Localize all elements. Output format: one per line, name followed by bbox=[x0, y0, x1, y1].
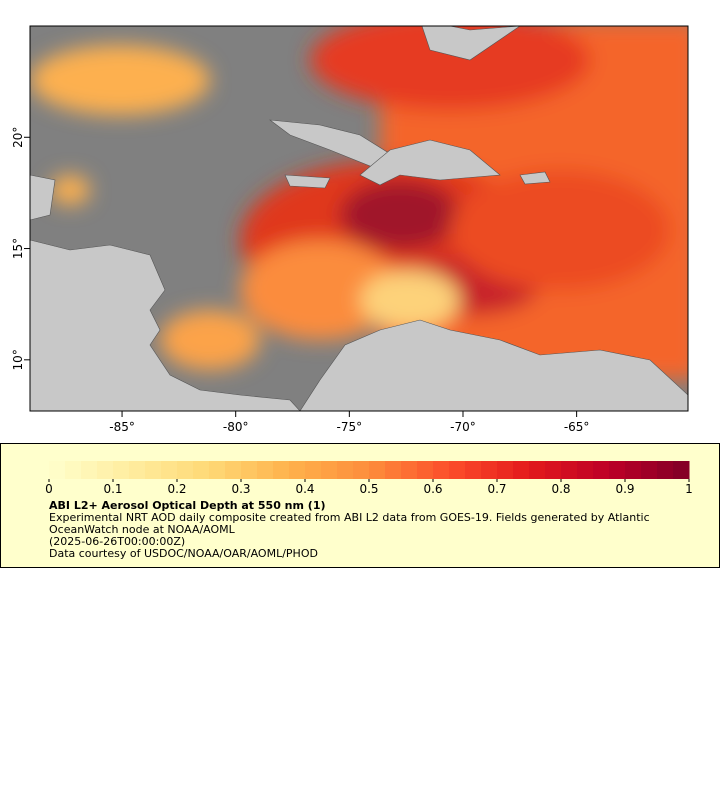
colorbar-cell bbox=[273, 461, 290, 479]
y-tick-label: 10° bbox=[11, 349, 25, 370]
colorbar-cell bbox=[433, 461, 450, 479]
map-raster bbox=[30, 26, 688, 411]
y-tick-label: 15° bbox=[11, 238, 25, 259]
legend: 0 0.1 0.2 0.3 0.4 0.5 0.6 0.7 0.8 0.9 1 ABI L2+ Ae… bbox=[0, 443, 720, 568]
colorbar-cell bbox=[577, 461, 594, 479]
colorbar-cell bbox=[545, 461, 562, 479]
colorbar-cell bbox=[289, 461, 306, 479]
colorbar-cell bbox=[225, 461, 242, 479]
colorbar-tick-label: 0.1 bbox=[103, 482, 122, 496]
colorbar-cell bbox=[161, 461, 178, 479]
colorbar-tick-label: 0.2 bbox=[167, 482, 186, 496]
x-tick-label: -80° bbox=[223, 420, 249, 434]
colorbar-tick-label: 0.5 bbox=[359, 482, 378, 496]
colorbar-cell bbox=[641, 461, 658, 479]
colorbar-cell bbox=[561, 461, 578, 479]
colorbar-cell bbox=[529, 461, 546, 479]
colorbar: 0 0.1 0.2 0.3 0.4 0.5 0.6 0.7 0.8 0.9 1 bbox=[45, 461, 693, 496]
y-tick-label: 20° bbox=[11, 127, 25, 148]
colorbar-tick-label: 0.9 bbox=[615, 482, 634, 496]
colorbar-tick-label: 0.6 bbox=[423, 482, 442, 496]
legend-credit: Data courtesy of USDOC/NOAA/OAR/AOML/PHO… bbox=[49, 547, 318, 560]
colorbar-cell bbox=[609, 461, 626, 479]
colorbar-cell bbox=[657, 461, 674, 479]
colorbar-cell bbox=[465, 461, 482, 479]
map-figure: -85° -80° -75° -70° -65° 10° 15° 20° bbox=[11, 25, 689, 434]
colorbar-cell bbox=[129, 461, 146, 479]
colorbar-cell bbox=[673, 461, 690, 479]
colorbar-cell bbox=[401, 461, 418, 479]
colorbar-tick-label: 0.4 bbox=[295, 482, 314, 496]
colorbar-tick-label: 0.3 bbox=[231, 482, 250, 496]
legend-title: ABI L2+ Aerosol Optical Depth at 550 nm … bbox=[49, 499, 326, 512]
colorbar-cell bbox=[177, 461, 194, 479]
colorbar-tick-label: 0 bbox=[45, 482, 53, 496]
colorbar-cell bbox=[97, 461, 114, 479]
x-tick-label: -85° bbox=[109, 420, 135, 434]
colorbar-cell bbox=[337, 461, 354, 479]
colorbar-cell bbox=[193, 461, 210, 479]
colorbar-cell bbox=[81, 461, 98, 479]
colorbar-cell bbox=[625, 461, 642, 479]
colorbar-tick-label: 0.8 bbox=[551, 482, 570, 496]
colorbar-cell bbox=[449, 461, 466, 479]
colorbar-cell bbox=[49, 461, 66, 479]
x-tick-label: -65° bbox=[564, 420, 590, 434]
legend-text: ABI L2+ Aerosol Optical Depth at 550 nm … bbox=[49, 500, 689, 560]
legend-time: (2025-06-26T00:00:00Z) bbox=[49, 535, 186, 548]
colorbar-cell bbox=[369, 461, 386, 479]
colorbar-cell bbox=[385, 461, 402, 479]
colorbar-tick-label: 0.7 bbox=[487, 482, 506, 496]
colorbar-cell bbox=[497, 461, 514, 479]
colorbar-cell bbox=[417, 461, 434, 479]
legend-description: Experimental NRT AOD daily composite cre… bbox=[49, 511, 650, 536]
colorbar-cell bbox=[513, 461, 530, 479]
colorbar-cell bbox=[353, 461, 370, 479]
colorbar-cell bbox=[209, 461, 226, 479]
colorbar-cell bbox=[257, 461, 274, 479]
colorbar-tick-label: 1 bbox=[685, 482, 693, 496]
x-tick-label: -75° bbox=[337, 420, 363, 434]
x-tick-label: -70° bbox=[450, 420, 476, 434]
colorbar-cell bbox=[241, 461, 258, 479]
colorbar-cell bbox=[593, 461, 610, 479]
map-frame bbox=[29, 25, 689, 412]
colorbar-cell bbox=[145, 461, 162, 479]
colorbar-cell bbox=[305, 461, 322, 479]
colorbar-cell bbox=[481, 461, 498, 479]
colorbar-cell bbox=[321, 461, 338, 479]
colorbar-cell bbox=[65, 461, 82, 479]
colorbar-cell bbox=[113, 461, 130, 479]
